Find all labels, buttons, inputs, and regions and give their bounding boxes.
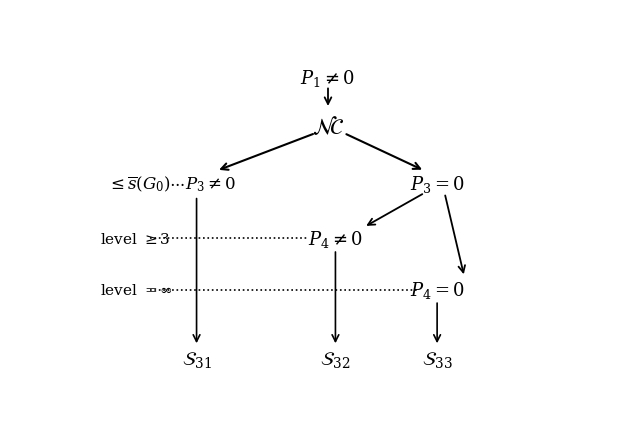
- Text: $\leq \overline{s}(G_0)\cdots P_3 \neq 0$: $\leq \overline{s}(G_0)\cdots P_3 \neq 0…: [108, 174, 236, 194]
- Text: level $\geq 3$: level $\geq 3$: [100, 231, 170, 246]
- Text: $\mathcal{S}_{33}$: $\mathcal{S}_{33}$: [422, 350, 452, 369]
- Text: $P_3 = 0$: $P_3 = 0$: [410, 174, 465, 194]
- Text: $\mathcal{S}_{31}$: $\mathcal{S}_{31}$: [182, 350, 212, 369]
- Text: $P_4 \neq 0$: $P_4 \neq 0$: [308, 228, 363, 249]
- Text: level $= \infty$: level $= \infty$: [100, 283, 173, 298]
- Text: $P_1 \neq 0$: $P_1 \neq 0$: [300, 68, 356, 89]
- Text: $P_4 = 0$: $P_4 = 0$: [410, 280, 465, 301]
- Text: $\mathcal{N}\!\mathcal{C}$: $\mathcal{N}\!\mathcal{C}$: [312, 117, 344, 139]
- Text: $\mathcal{S}_{32}$: $\mathcal{S}_{32}$: [320, 350, 351, 369]
